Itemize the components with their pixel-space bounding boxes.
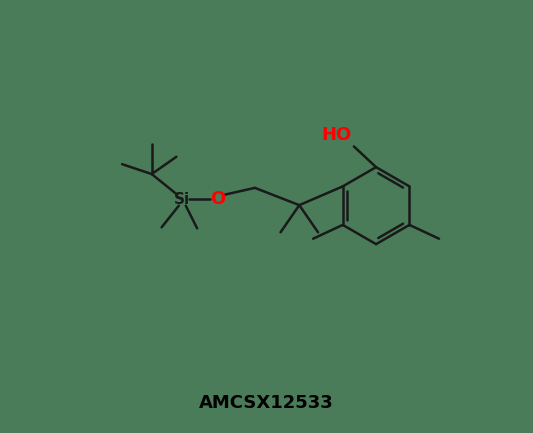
Text: HO: HO [321,126,351,145]
Text: Si: Si [174,192,190,207]
Text: AMCSX12533: AMCSX12533 [199,394,334,412]
Text: O: O [210,190,225,208]
